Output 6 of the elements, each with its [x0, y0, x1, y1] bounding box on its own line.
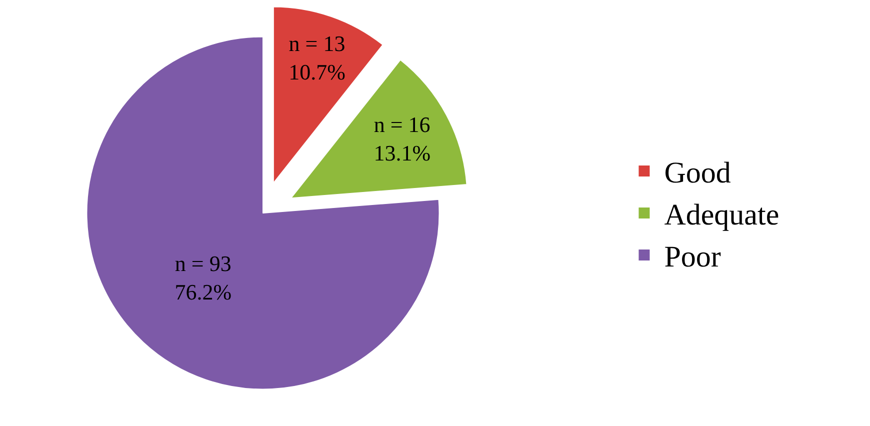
- legend-label: Poor: [664, 240, 721, 274]
- data-label: n = 93 76.2%: [174, 250, 232, 304]
- legend-label: Adequate: [664, 198, 780, 232]
- legend-label: Good: [664, 156, 731, 190]
- data-label: n = 16 13.1%: [374, 112, 431, 166]
- data-label: n = 13 10.7%: [288, 30, 346, 85]
